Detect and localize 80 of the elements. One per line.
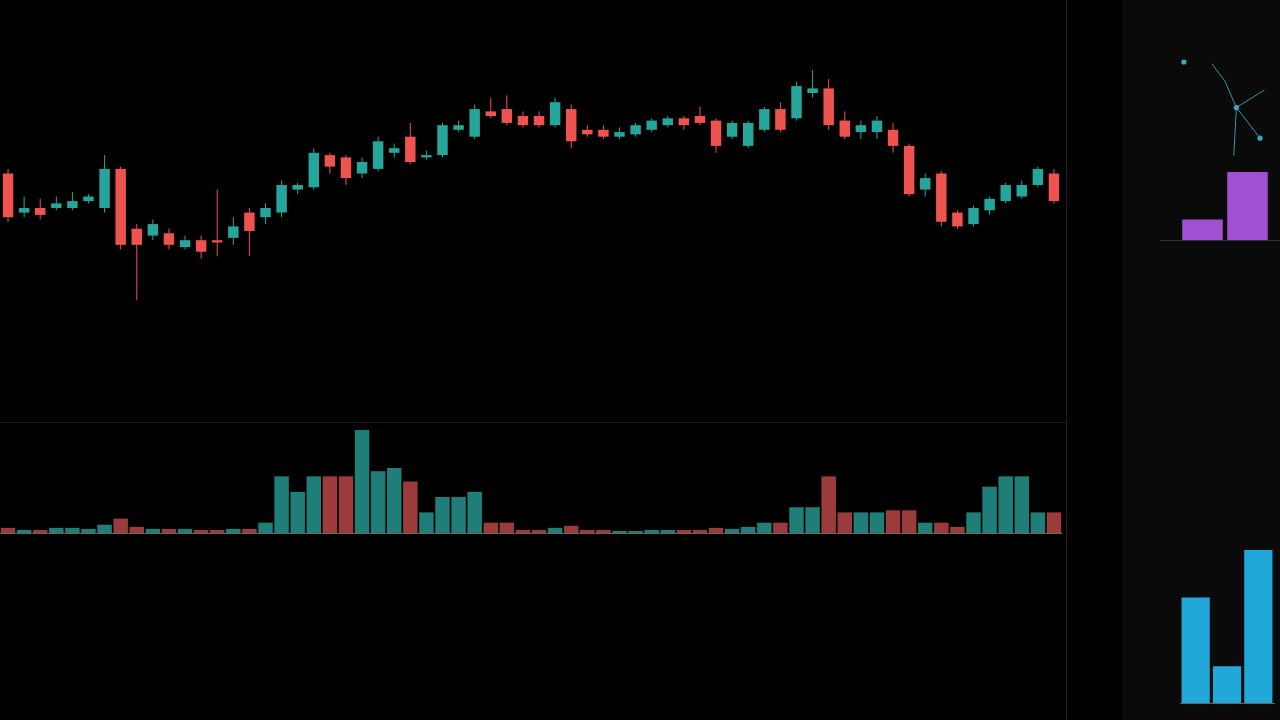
bar <box>354 430 370 533</box>
candlestick <box>839 110 850 140</box>
candlestick <box>678 115 690 131</box>
candlestick <box>1032 166 1044 188</box>
bar <box>660 529 676 533</box>
bar <box>370 471 386 533</box>
bar <box>531 529 547 533</box>
bar <box>740 526 756 533</box>
bar <box>708 527 724 533</box>
bar <box>901 510 917 533</box>
bar <box>869 512 885 533</box>
bar <box>403 481 418 533</box>
candlestick <box>356 156 368 179</box>
bar <box>1030 512 1046 533</box>
candlestick <box>807 69 818 99</box>
bar <box>113 518 128 533</box>
candlestick <box>533 110 545 128</box>
candlestick <box>694 106 706 126</box>
candlestick <box>984 196 995 216</box>
bar <box>129 526 145 533</box>
bar <box>773 522 788 533</box>
candlestick <box>18 196 30 218</box>
bar <box>821 476 836 533</box>
candlestick <box>485 97 496 119</box>
candlestick <box>501 94 513 126</box>
candlestick <box>1000 182 1011 204</box>
bar <box>177 528 193 533</box>
bar <box>724 528 740 533</box>
candlestick <box>228 216 239 246</box>
bar <box>1046 512 1062 533</box>
bar <box>692 529 708 533</box>
candlestick <box>340 154 352 186</box>
bar <box>161 528 177 533</box>
candlestick <box>887 122 899 154</box>
candlestick <box>163 228 175 250</box>
candlestick <box>743 120 754 149</box>
bar <box>322 476 338 533</box>
candlestick <box>759 106 770 133</box>
candlestick <box>244 207 255 257</box>
candlestick <box>920 173 931 197</box>
candlestick <box>968 205 979 227</box>
candlestick <box>726 120 738 140</box>
bar <box>32 529 48 533</box>
bar <box>499 522 515 533</box>
bar <box>386 468 402 533</box>
candlestick <box>147 219 159 241</box>
bar <box>483 522 499 533</box>
bar <box>676 529 692 533</box>
bar <box>757 522 772 533</box>
candlestick <box>517 110 529 128</box>
bar <box>1014 476 1030 533</box>
bar <box>547 527 563 533</box>
bar <box>853 512 869 533</box>
bar <box>16 529 32 533</box>
candlestick <box>212 189 223 257</box>
candlestick <box>131 223 142 301</box>
bar <box>515 529 531 533</box>
bar <box>209 529 225 533</box>
candlestick <box>871 115 883 140</box>
candlestick <box>260 202 271 225</box>
bar <box>338 476 354 533</box>
bar <box>885 510 901 533</box>
candlestick <box>775 101 786 133</box>
bar <box>917 522 933 533</box>
bar <box>563 525 579 533</box>
candlestick <box>195 235 207 260</box>
bar <box>837 512 853 533</box>
candlestick <box>67 191 78 211</box>
bar <box>242 528 257 533</box>
bar <box>306 476 322 533</box>
candlestick <box>324 152 336 174</box>
candlestick <box>1016 179 1027 200</box>
bar <box>193 529 209 533</box>
candlestick <box>549 97 561 128</box>
bar <box>0 527 16 533</box>
bar <box>145 528 161 533</box>
candlestick <box>35 198 46 220</box>
bar <box>226 528 241 533</box>
candlestick <box>855 120 867 140</box>
candlestick <box>952 209 963 230</box>
